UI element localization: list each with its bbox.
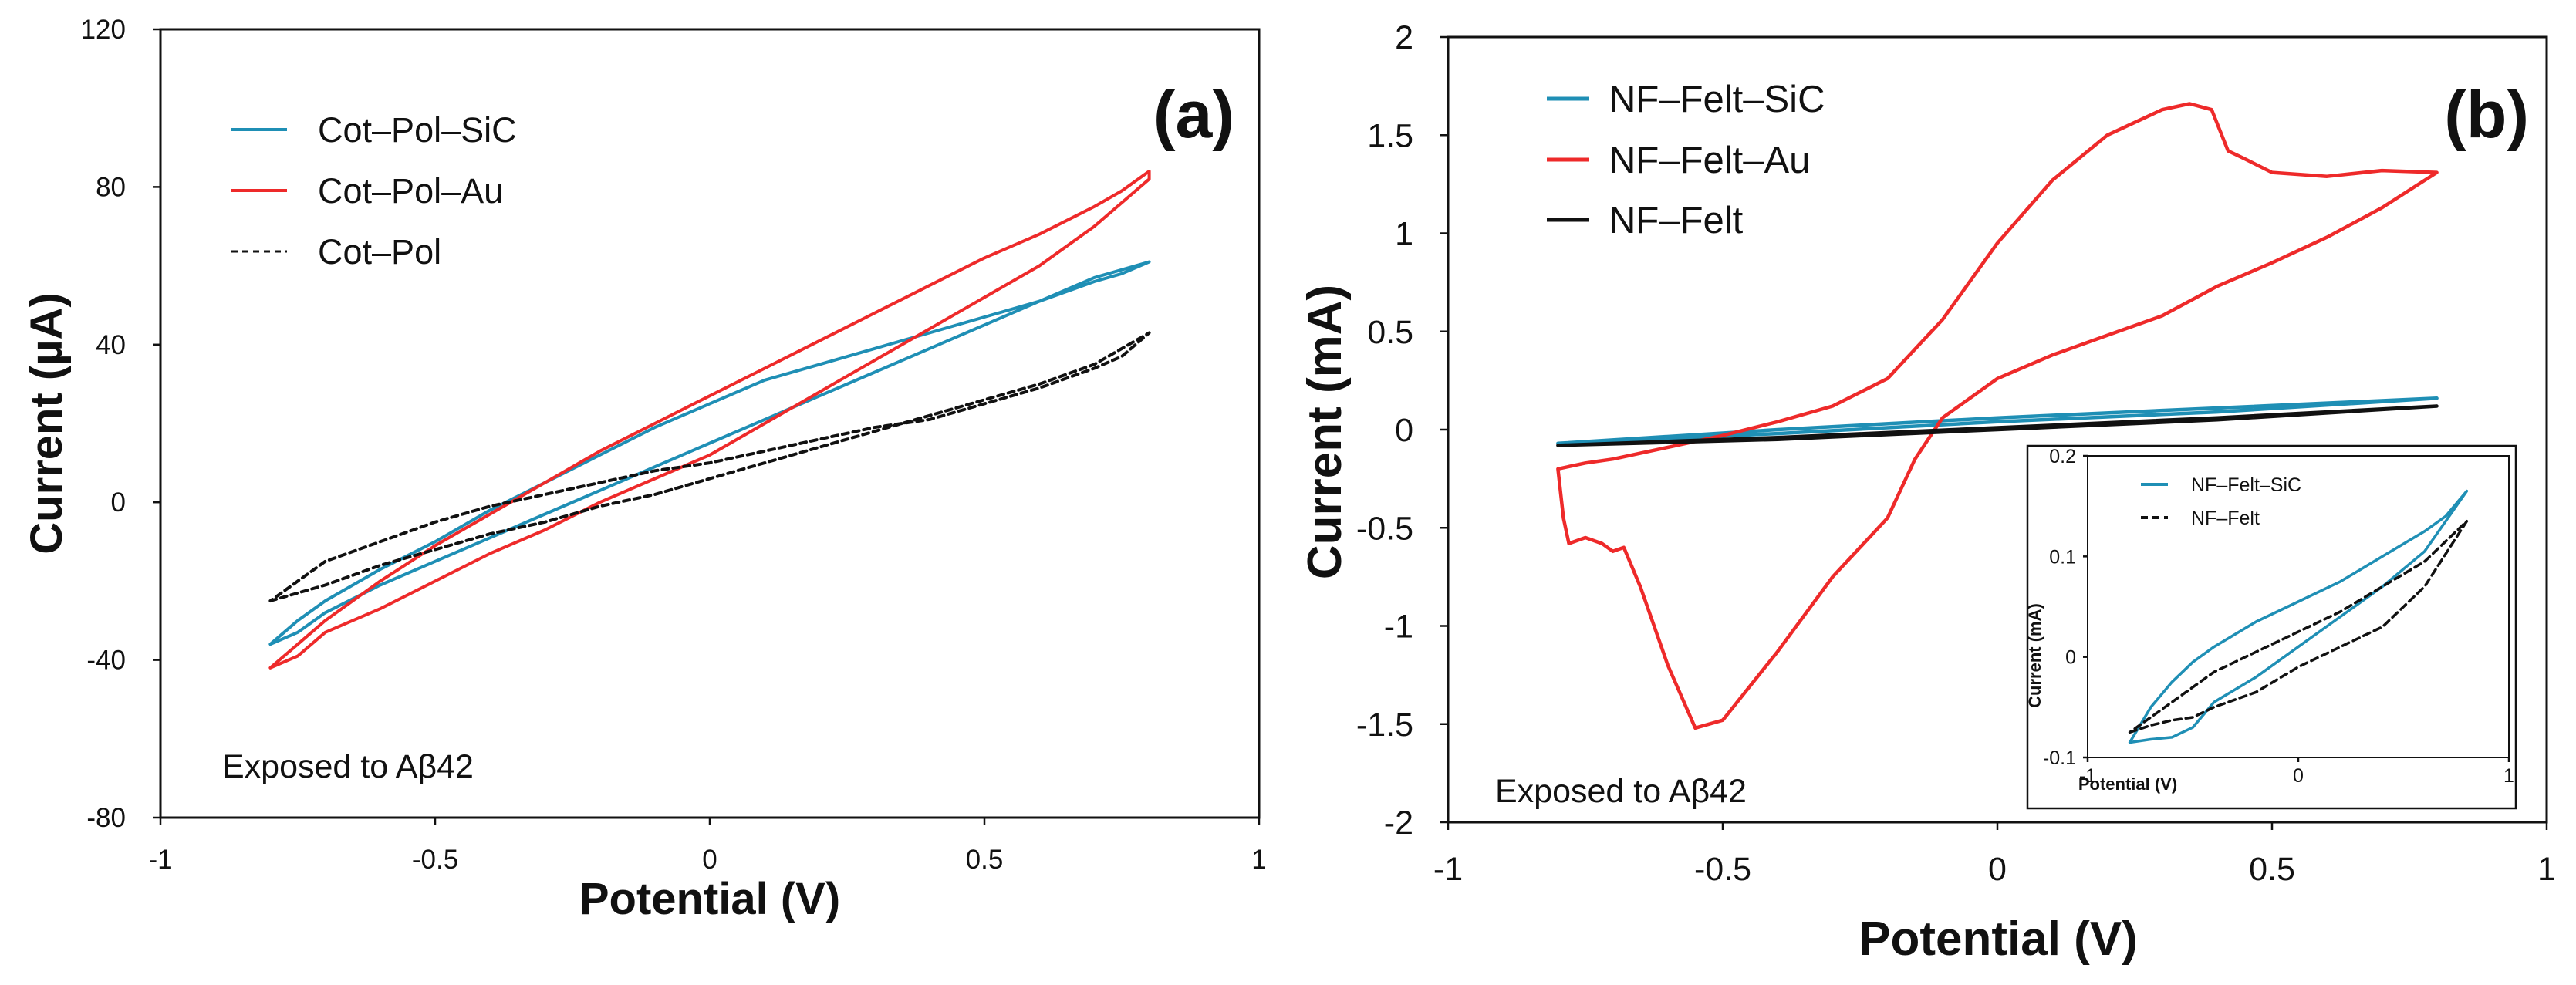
panel-b-series-lines bbox=[1556, 102, 2439, 730]
inset-y-ticks: -0.1 0 0.1 0.2 bbox=[2043, 446, 2088, 769]
panel-a-x-tick-label: 0.5 bbox=[966, 845, 1004, 875]
panel-a-y-tick-label: 40 bbox=[96, 330, 126, 360]
panel-b-label: (b) bbox=[2444, 78, 2529, 152]
panel-a-x-axis-label: Potential (V) bbox=[579, 874, 840, 924]
inset-legend-label-nf-felt-sic: NF–Felt–SiC bbox=[2191, 474, 2301, 496]
inset-series-nf-felt-sic bbox=[2128, 489, 2469, 744]
legend-label-nf-felt-au: NF–Felt–Au bbox=[1609, 140, 1810, 181]
panel-b-y-tick-label: 2 bbox=[1395, 19, 1413, 56]
panel-a-y-tick-label: -40 bbox=[86, 646, 126, 676]
panel-a-label: (a) bbox=[1153, 78, 1234, 152]
inset-y-tick-label: 0 bbox=[2065, 647, 2076, 669]
panel-a-series-cot-pol bbox=[268, 331, 1151, 602]
panel-a-series-lines bbox=[268, 170, 1151, 670]
inset-series-lines bbox=[2128, 489, 2469, 744]
inset-x-tick-label: 1 bbox=[2503, 765, 2514, 787]
panel-a-y-ticks: -80 -40 0 40 80 120 bbox=[81, 15, 160, 833]
inset-frame bbox=[2026, 444, 2517, 810]
panel-b-y-tick-label: 0.5 bbox=[1367, 314, 1413, 351]
inset-y-axis-label: Current (mA) bbox=[2025, 603, 2044, 708]
panel-b-x-tick-label: 1 bbox=[2537, 851, 2556, 888]
panel-b-series-nf-felt bbox=[1556, 404, 2439, 447]
panel-b-x-tick-label: -0.5 bbox=[1694, 851, 1751, 888]
panel-b-y-tick-label: -2 bbox=[1384, 805, 1413, 842]
panel-a-annotation: Exposed to Aβ42 bbox=[222, 748, 474, 785]
panel-b-x-tick-label: 0.5 bbox=[2249, 851, 2295, 888]
panel-b-chart: -1 -0.5 0 0.5 1 -2 -1.5 -1 -0.5 0 0.5 1 1.5 2 Potent… bbox=[1298, 19, 2556, 966]
panel-b-y-tick-label: 0 bbox=[1395, 412, 1413, 449]
panel-a-series-cot-pol-au bbox=[268, 170, 1151, 670]
panel-b-series-nf-felt-sic bbox=[1556, 396, 2439, 446]
inset-x-tick-label: 0 bbox=[2293, 765, 2304, 787]
legend-label-cot-pol-sic: Cot–Pol–SiC bbox=[318, 110, 517, 150]
legend-label-cot-pol: Cot–Pol bbox=[318, 232, 441, 272]
panel-b-y-axis-label: Current (mA) bbox=[1298, 285, 1352, 579]
legend-label-nf-felt-sic: NF–Felt–SiC bbox=[1609, 79, 1825, 120]
panel-a-y-tick-label: 0 bbox=[111, 487, 126, 518]
legend-label-cot-pol-au: Cot–Pol–Au bbox=[318, 171, 503, 211]
inset-y-tick-label: 0.2 bbox=[2049, 446, 2076, 467]
panel-a-x-ticks: -1 -0.5 0 0.5 1 bbox=[148, 818, 1267, 875]
inset-x-axis-label: Potential (V) bbox=[2078, 774, 2177, 794]
inset-legend: NF–Felt–SiC NF–Felt bbox=[2141, 474, 2301, 529]
panel-b-x-tick-label: 0 bbox=[1988, 851, 2007, 888]
panel-b-y-tick-label: -1 bbox=[1384, 609, 1413, 646]
panel-a-y-tick-label: -80 bbox=[86, 803, 126, 833]
inset-x-tick-label: -1 bbox=[2079, 765, 2096, 787]
legend-label-nf-felt: NF–Felt bbox=[1609, 200, 1744, 241]
panel-a-x-tick-label: -1 bbox=[148, 845, 172, 875]
panel-a-x-tick-label: 0 bbox=[702, 845, 717, 875]
inset-y-tick-label: -0.1 bbox=[2043, 747, 2076, 769]
panel-a-legend: Cot–Pol–SiC Cot–Pol–Au Cot–Pol bbox=[231, 110, 517, 272]
panel-b-annotation: Exposed to Aβ42 bbox=[1495, 773, 1747, 810]
panel-a-y-tick-label: 80 bbox=[96, 172, 126, 202]
panel-b-legend: NF–Felt–SiC NF–Felt–Au NF–Felt bbox=[1547, 79, 1825, 241]
panel-b-inset-chart: -1 0 1 -0.1 0 0.1 0.2 Potential (V) Current (… bbox=[2025, 444, 2517, 810]
inset-series-nf-felt bbox=[2128, 519, 2469, 734]
panel-a-y-axis-label: Current (µA) bbox=[22, 292, 72, 555]
panel-b-x-axis-label: Potential (V) bbox=[1859, 912, 2138, 966]
panel-b-x-ticks: -1 -0.5 0 0.5 1 bbox=[1433, 822, 2556, 888]
panel-b-y-tick-label: -1.5 bbox=[1356, 707, 1413, 744]
panel-b-series-nf-felt-au bbox=[1556, 102, 2439, 730]
panel-a-y-tick-label: 120 bbox=[81, 15, 126, 45]
panel-b-y-tick-label: -0.5 bbox=[1356, 510, 1413, 547]
panel-a-chart: -1 -0.5 0 0.5 1 -80 -40 0 40 80 120 Potential (V)… bbox=[22, 15, 1267, 924]
inset-x-ticks: -1 0 1 bbox=[2079, 757, 2514, 787]
panel-a-x-tick-label: -0.5 bbox=[412, 845, 458, 875]
panel-b-y-tick-label: 1.5 bbox=[1367, 117, 1413, 154]
panel-a-x-tick-label: 1 bbox=[1251, 845, 1266, 875]
inset-legend-label-nf-felt: NF–Felt bbox=[2191, 508, 2260, 529]
panel-a-series-cot-pol-sic bbox=[268, 260, 1151, 646]
panel-b-y-tick-label: 1 bbox=[1395, 216, 1413, 253]
panel-b-x-tick-label: -1 bbox=[1433, 851, 1463, 888]
panel-b-y-ticks: -2 -1.5 -1 -0.5 0 0.5 1 1.5 2 bbox=[1356, 19, 1448, 842]
inset-y-tick-label: 0.1 bbox=[2049, 546, 2076, 568]
